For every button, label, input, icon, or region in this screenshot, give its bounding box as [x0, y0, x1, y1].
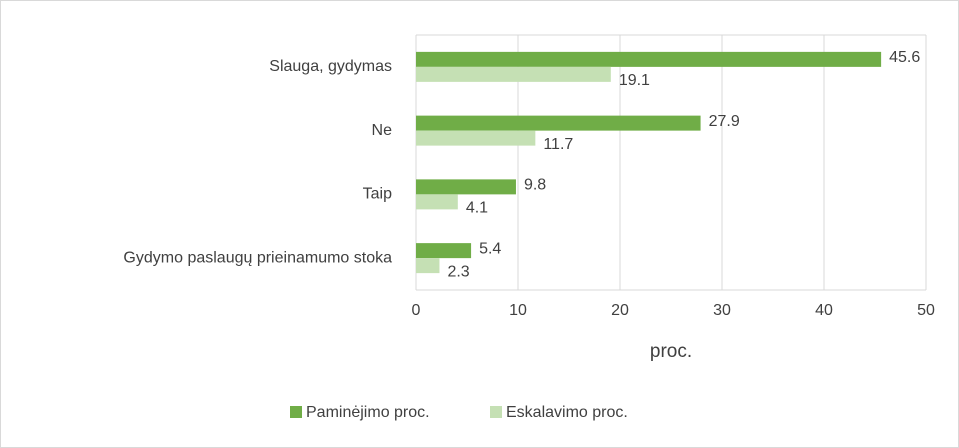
- x-tick-label: 50: [917, 302, 935, 319]
- data-label: 19.1: [619, 72, 650, 89]
- x-axis-label: proc.: [650, 341, 692, 362]
- y-tick-label: Ne: [372, 122, 393, 139]
- bar: [416, 115, 701, 131]
- bar: [416, 130, 536, 146]
- legend-swatch: [290, 406, 302, 418]
- bar: [416, 179, 516, 195]
- y-tick-label: Gydymo paslaugų prieinamumo stoka: [123, 249, 392, 266]
- x-tick-label: 40: [815, 302, 833, 319]
- data-label: 9.8: [524, 177, 546, 194]
- data-label: 5.4: [479, 240, 501, 257]
- bar: [416, 51, 882, 67]
- x-tick-label: 20: [611, 302, 629, 319]
- y-tick-label: Slauga, gydymas: [269, 58, 392, 75]
- bar: [416, 258, 440, 274]
- data-label: 27.9: [709, 113, 740, 130]
- x-tick-label: 30: [713, 302, 731, 319]
- legend-swatch: [490, 406, 502, 418]
- bar: [416, 194, 458, 210]
- data-label: 11.7: [543, 136, 573, 153]
- bar: [416, 243, 472, 259]
- y-tick-label: Taip: [363, 186, 392, 203]
- x-tick-label: 10: [509, 302, 527, 319]
- x-tick-label: 0: [412, 302, 421, 319]
- legend-label: Eskalavimo proc.: [506, 404, 628, 421]
- data-label: 2.3: [447, 263, 469, 280]
- legend-label: Paminėjimo proc.: [306, 404, 430, 421]
- data-label: 4.1: [466, 200, 488, 217]
- data-label: 45.6: [889, 49, 920, 66]
- bar: [416, 66, 611, 82]
